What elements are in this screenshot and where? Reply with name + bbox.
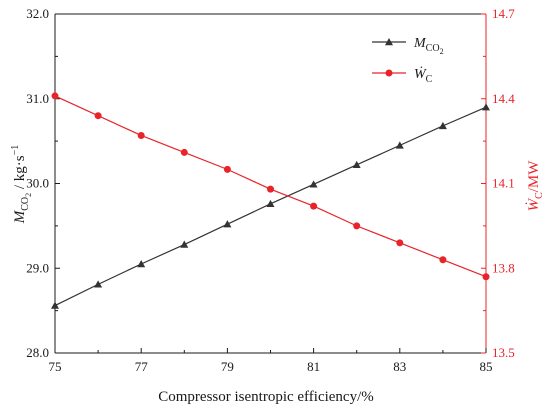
y-right-label-unit: /MW [526, 160, 542, 193]
legend-label-subsub: 2 [440, 47, 444, 56]
y-left-tick-label: 31.0 [26, 91, 49, 106]
y-axis-title-right: ẆC/MW [525, 160, 545, 212]
legend-marker-triangle [385, 38, 393, 46]
data-point-circle [396, 239, 404, 247]
data-point-circle [223, 165, 231, 173]
legend-label-sub: C [426, 74, 433, 85]
data-point-triangle [94, 280, 103, 288]
legend-marker-circle [385, 69, 393, 77]
y-right-label-sub: C [534, 192, 545, 199]
data-point-triangle [438, 121, 447, 130]
y-left-tick-label: 29.0 [26, 260, 49, 275]
x-tick-label: 77 [135, 359, 149, 374]
data-point-circle [180, 148, 188, 156]
y-right-tick-label: 13.5 [492, 345, 515, 360]
data-point-circle [482, 273, 490, 281]
y-left-tick-label: 32.0 [26, 6, 49, 21]
data-point-circle [267, 185, 274, 193]
y-right-tick-label: 14.7 [492, 6, 515, 21]
legend-label-sub: CO [426, 43, 440, 54]
y-right-tick-label: 14.4 [492, 91, 515, 106]
y-left-tick-label: 30.0 [26, 176, 49, 191]
data-point-triangle [137, 260, 146, 268]
x-tick-label: 83 [393, 359, 406, 374]
axes-group: 75 77 79 81 83 85 28.0 29.0 30.0 31.0 32.0 13.5 13.8… [26, 6, 515, 374]
data-point-triangle [266, 199, 275, 208]
data-point-triangle [223, 220, 232, 228]
data-point-circle [51, 92, 59, 100]
data-point-triangle [180, 240, 189, 248]
data-point-circle [310, 202, 318, 210]
x-tick-label: 81 [307, 359, 320, 374]
y-left-tick-label: 28.0 [26, 345, 49, 360]
y-axis-title-left: MCO2 / kg·s−1 [10, 145, 33, 225]
y-right-label-main: Ẇ [525, 197, 542, 211]
series-group [51, 92, 490, 309]
data-point-circle [137, 131, 145, 139]
data-point-triangle [395, 141, 404, 149]
data-point-triangle [352, 160, 361, 169]
data-point-circle [94, 112, 102, 120]
legend-label-main: Ẇ [414, 65, 427, 82]
data-point-circle [439, 256, 447, 264]
y-left-label-sup: −1 [10, 145, 21, 156]
legend-label-main: M [413, 36, 427, 51]
y-right-tick-label: 13.8 [492, 260, 515, 275]
y-left-label-subsub: 2 [24, 193, 33, 197]
legend-label-1: ẆC [414, 65, 433, 85]
data-point-triangle [482, 103, 490, 111]
data-point-circle [353, 222, 361, 230]
x-tick-label: 79 [221, 359, 234, 374]
y-left-label-sub: CO [20, 197, 31, 211]
x-axis-title: Compressor isentropic efficiency/% [158, 389, 374, 405]
data-point-triangle [309, 180, 318, 188]
y-left-label-main: M [12, 209, 28, 224]
y-left-label-unit: / kg·s [12, 155, 28, 193]
y-right-tick-label: 14.1 [492, 176, 515, 191]
legend: MCO2 ẆC [372, 36, 444, 85]
x-tick-label: 75 [49, 359, 62, 374]
x-tick-label: 85 [480, 359, 493, 374]
legend-label-0: MCO2 [413, 36, 444, 56]
data-point-triangle [51, 301, 59, 309]
